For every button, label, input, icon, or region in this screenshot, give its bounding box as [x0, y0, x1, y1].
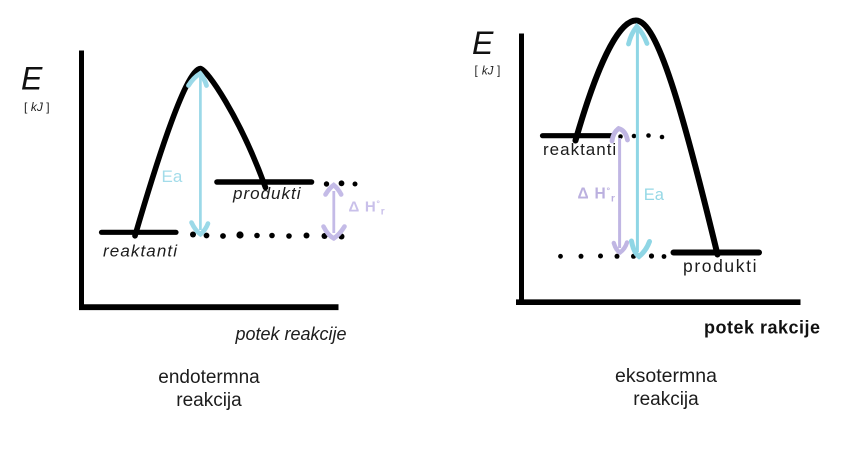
svg-text:Ea: Ea: [162, 167, 183, 186]
svg-text:Δ H°r: Δ H°r: [349, 199, 386, 218]
svg-text:reaktanti: reaktanti: [103, 242, 178, 261]
svg-text:eksotermna: eksotermna: [615, 365, 717, 387]
svg-text:E: E: [21, 60, 43, 96]
svg-text:endotermna: endotermna: [158, 367, 260, 388]
svg-text:E: E: [472, 25, 494, 61]
svg-text:reaktanti: reaktanti: [543, 140, 617, 159]
svg-text:Ea: Ea: [644, 186, 665, 204]
svg-text:[ kJ ]: [ kJ ]: [475, 66, 501, 78]
svg-text:potek rakcije: potek rakcije: [704, 318, 821, 338]
svg-text:produkti: produkti: [232, 184, 302, 203]
svg-text:produkti: produkti: [683, 256, 758, 276]
svg-text:potek reakcije: potek reakcije: [235, 324, 347, 344]
svg-text:reakcija: reakcija: [633, 389, 699, 410]
svg-text:Δ H°r: Δ H°r: [578, 186, 616, 205]
svg-text:[ kJ ]: [ kJ ]: [24, 100, 50, 114]
svg-text:reakcija: reakcija: [176, 390, 242, 411]
